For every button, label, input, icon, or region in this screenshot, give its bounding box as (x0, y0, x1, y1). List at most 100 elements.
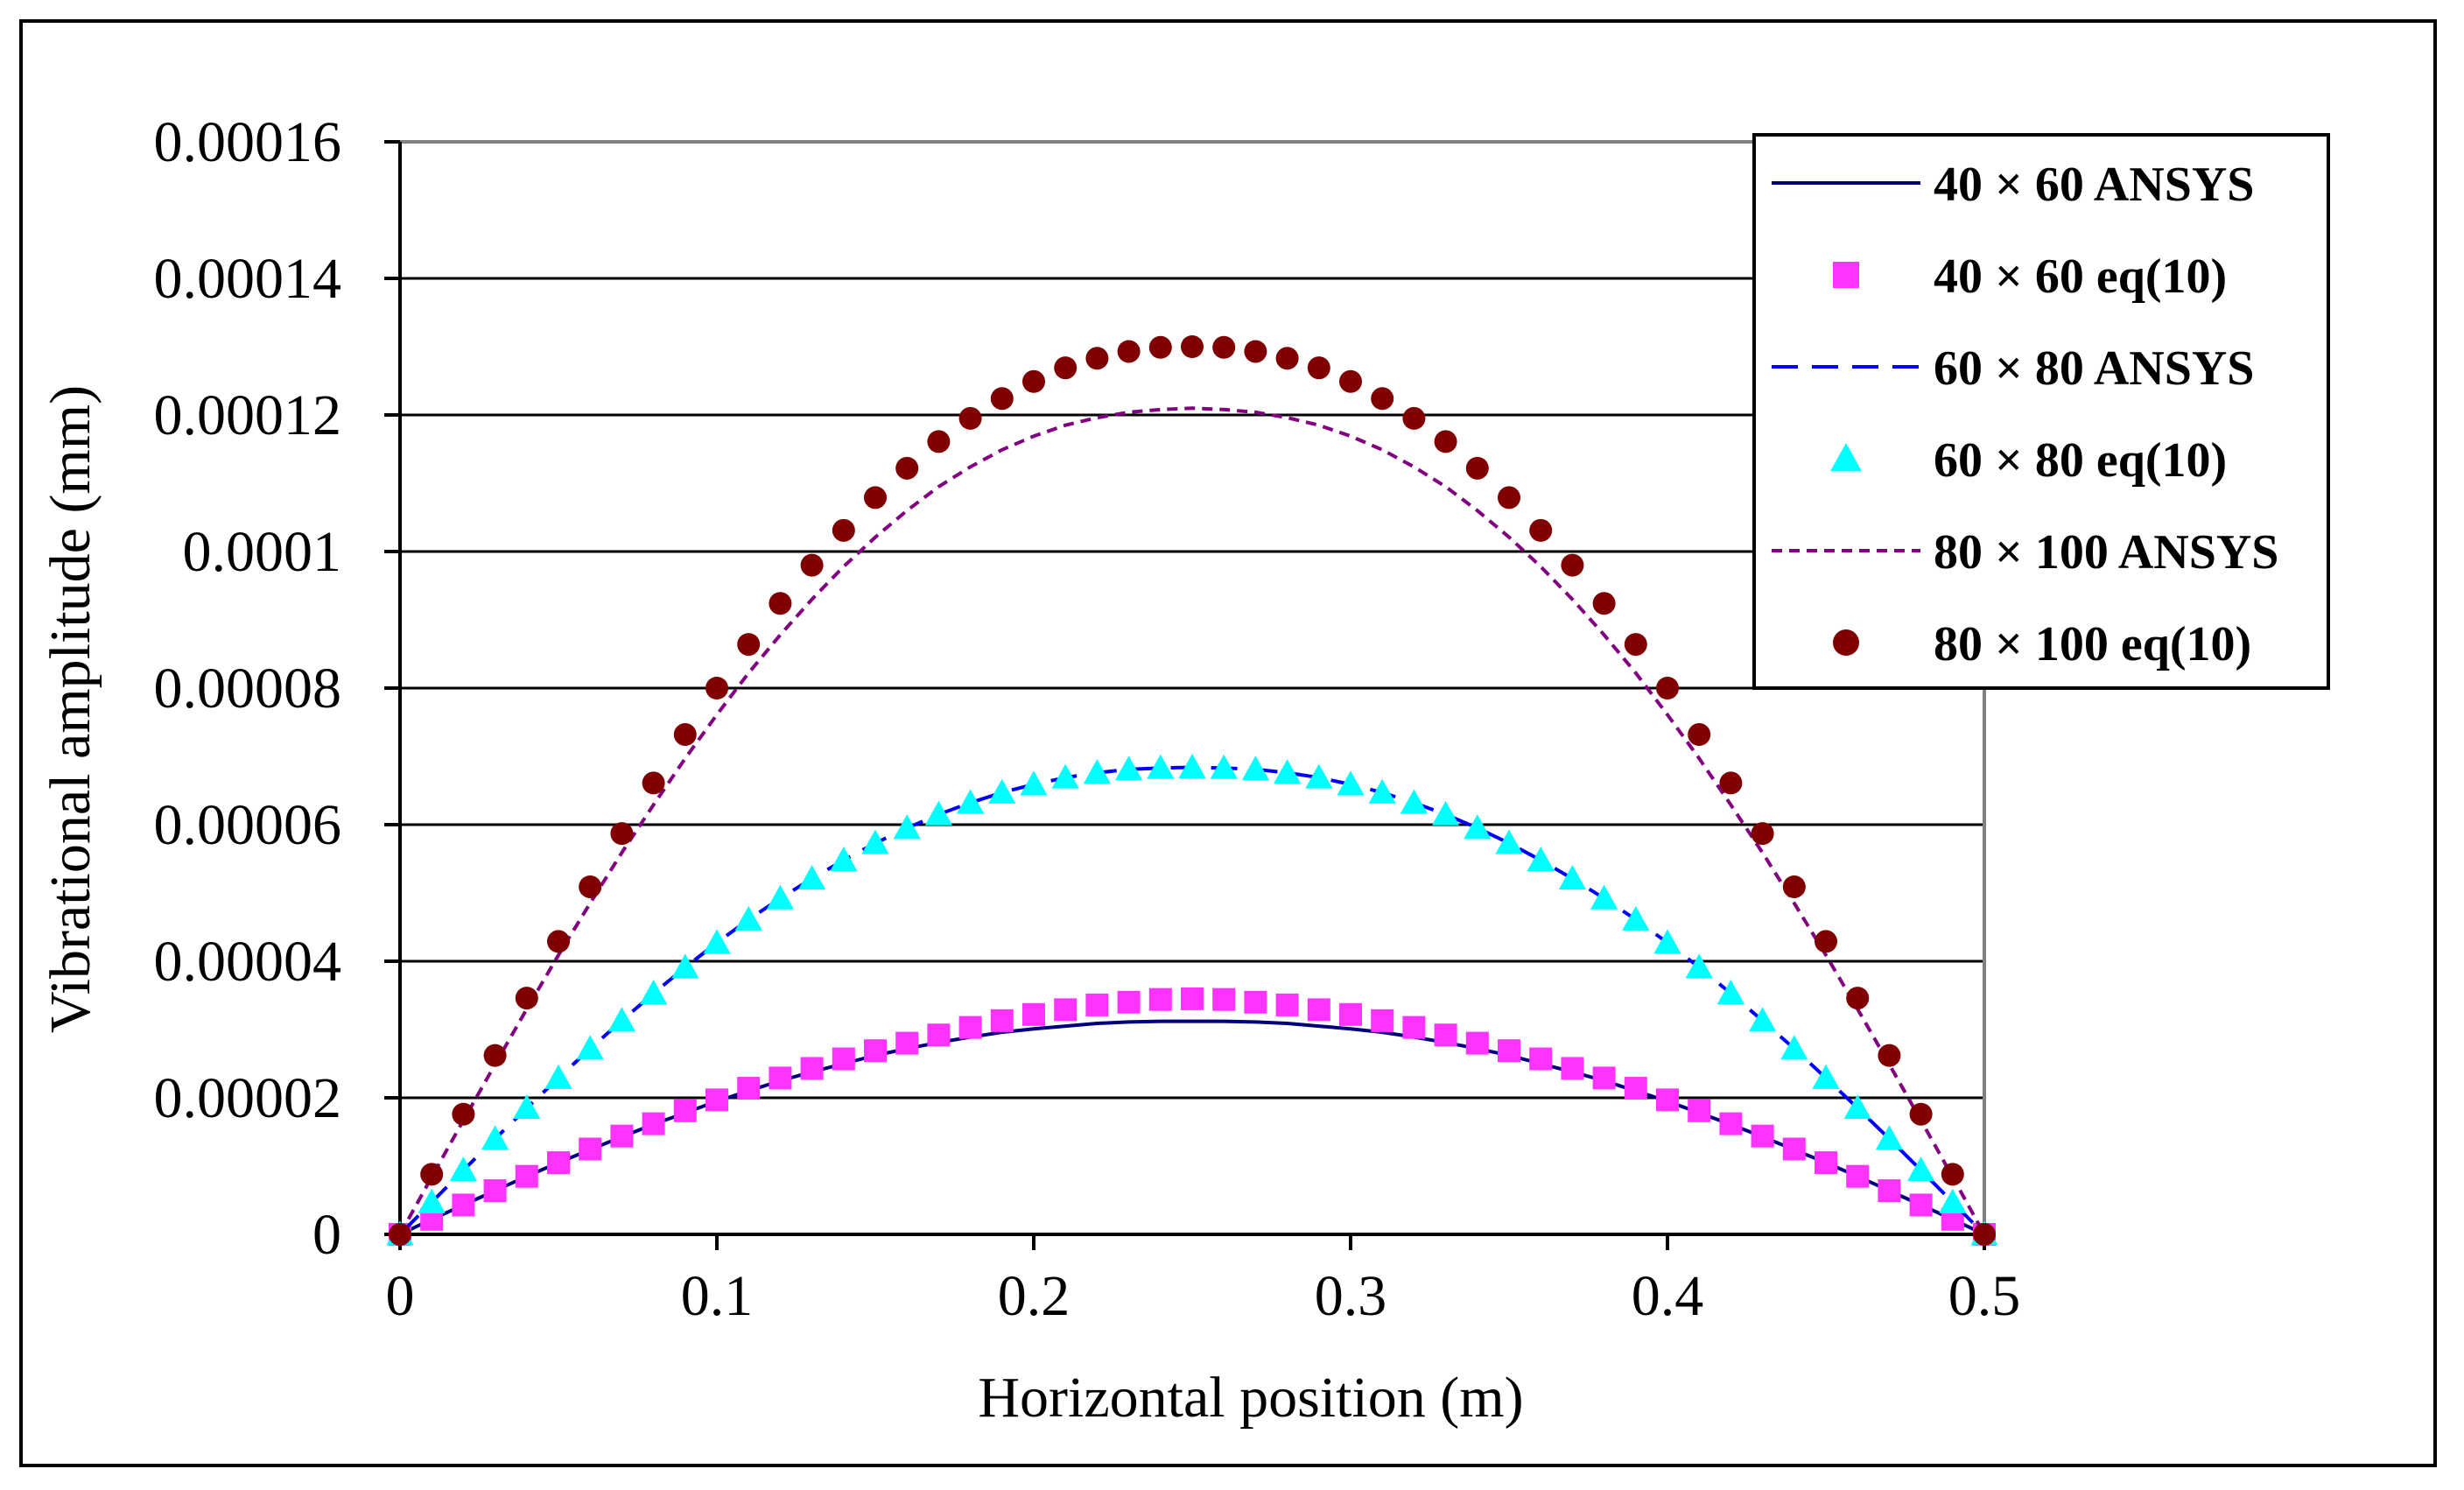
data-point-triangle (1843, 1094, 1871, 1120)
data-point-triangle (830, 846, 858, 872)
legend-symbol (1833, 262, 1859, 288)
data-point-triangle (1939, 1188, 1967, 1213)
data-point-square (737, 1077, 761, 1100)
data-point-square (1181, 987, 1204, 1010)
y-tick-label: 0 (312, 1203, 341, 1267)
data-point-triangle (1210, 754, 1238, 779)
data-point-triangle (1527, 846, 1555, 872)
x-tick-label: 0.3 (1315, 1264, 1387, 1328)
legend-label: 80 × 100 ANSYS (1934, 525, 2278, 580)
data-point-circle (706, 677, 728, 699)
data-point-triangle (1400, 789, 1428, 814)
data-point-triangle (513, 1094, 541, 1120)
data-point-square (1688, 1099, 1711, 1122)
data-point-circle (1878, 1044, 1901, 1067)
data-point-circle (1402, 406, 1426, 430)
data-point-triangle (1337, 770, 1365, 796)
x-tick-label: 0.5 (1948, 1264, 2021, 1328)
data-point-circle (864, 486, 887, 510)
legend-label: 40 × 60 ANSYS (1934, 158, 2254, 212)
data-point-circle (579, 875, 602, 898)
series-1 (399, 1019, 1985, 1236)
data-point-square (1561, 1057, 1584, 1080)
legend-symbol (1833, 629, 1859, 656)
data-point-triangle (1051, 763, 1079, 789)
data-point-triangle (1368, 778, 1396, 804)
data-point-circle (1181, 335, 1204, 358)
data-point-circle (895, 456, 919, 480)
data-point-circle (483, 1044, 507, 1067)
data-point-triangle (1241, 756, 1269, 781)
y-tick-label: 0.00016 (154, 110, 342, 174)
data-point-triangle (798, 865, 826, 890)
legend-label: 40 × 60 eq(10) (1934, 250, 2227, 304)
data-point-circle (1833, 629, 1859, 656)
data-point-circle (547, 930, 570, 953)
data-point-triangle (640, 980, 668, 1005)
data-point-square (1815, 1151, 1837, 1175)
data-point-triangle (1875, 1125, 1903, 1150)
data-point-square (1909, 1193, 1933, 1217)
y-tick-label: 0.0001 (183, 520, 342, 584)
legend-label: 60 × 80 eq(10) (1934, 433, 2227, 488)
data-point-square (927, 1023, 951, 1047)
x-tick-label: 0.1 (681, 1264, 754, 1328)
data-point-square (769, 1066, 792, 1090)
data-point-circle (420, 1163, 444, 1186)
data-point-triangle (1083, 759, 1111, 784)
data-point-circle (1624, 633, 1647, 657)
data-point-triangle (734, 905, 762, 931)
x-axis-label: Horizontal position (m) (978, 1366, 1523, 1430)
legend-symbol (1830, 443, 1862, 472)
data-point-circle (1117, 340, 1141, 363)
data-point-triangle (1495, 829, 1523, 854)
data-point-circle (452, 1102, 475, 1126)
data-point-square (1498, 1039, 1520, 1063)
data-point-circle (1529, 518, 1553, 542)
y-tick-label: 0.00014 (154, 247, 342, 311)
data-point-square (1371, 1009, 1394, 1032)
data-point-triangle (1464, 814, 1492, 840)
data-point-triangle (1749, 1007, 1777, 1032)
data-point-triangle (1590, 884, 1618, 910)
data-point-square (864, 1039, 887, 1063)
y-tick-label: 0.00002 (154, 1066, 342, 1130)
data-point-circle (769, 592, 792, 615)
y-tick-label: 0.00008 (154, 657, 342, 720)
data-point-square (1275, 993, 1299, 1016)
data-point-triangle (576, 1035, 604, 1060)
data-point-square (1846, 1164, 1870, 1188)
series-line (399, 1019, 1985, 1236)
data-point-circle (1973, 1223, 1996, 1246)
data-point-square (1782, 1137, 1806, 1161)
data-point-circle (1339, 369, 1362, 393)
data-point-triangle (1812, 1064, 1840, 1089)
data-point-triangle (1622, 905, 1650, 931)
y-tick-labels: 0 0.00002 0.00004 0.00006 0.00008 0.0001 0.000… (154, 110, 342, 1267)
data-point-square (706, 1088, 728, 1112)
data-point-circle (1275, 347, 1299, 370)
series-group (386, 335, 1998, 1246)
data-point-square (579, 1137, 602, 1161)
data-point-circle (610, 822, 634, 846)
data-point-triangle (1020, 770, 1048, 796)
data-point-circle (1212, 335, 1236, 359)
data-point-triangle (861, 829, 889, 854)
data-point-square (610, 1124, 634, 1148)
data-point-triangle (1305, 763, 1333, 789)
x-tick-labels: 0 0.1 0.2 0.3 0.4 0.5 (386, 1264, 2021, 1328)
data-point-square (1085, 993, 1109, 1016)
data-point-circle (1751, 822, 1774, 846)
data-point-square (895, 1031, 919, 1055)
data-point-circle (1244, 340, 1267, 363)
data-point-square (1434, 1023, 1457, 1047)
data-point-square (1465, 1031, 1489, 1055)
data-point-circle (1656, 677, 1679, 699)
series-5 (398, 406, 1986, 1235)
data-point-circle (1846, 987, 1870, 1010)
data-point-circle (800, 553, 824, 577)
data-point-square (1751, 1124, 1774, 1148)
data-point-square (1402, 1016, 1426, 1039)
data-point-triangle (671, 953, 699, 979)
data-point-square (1624, 1077, 1647, 1100)
